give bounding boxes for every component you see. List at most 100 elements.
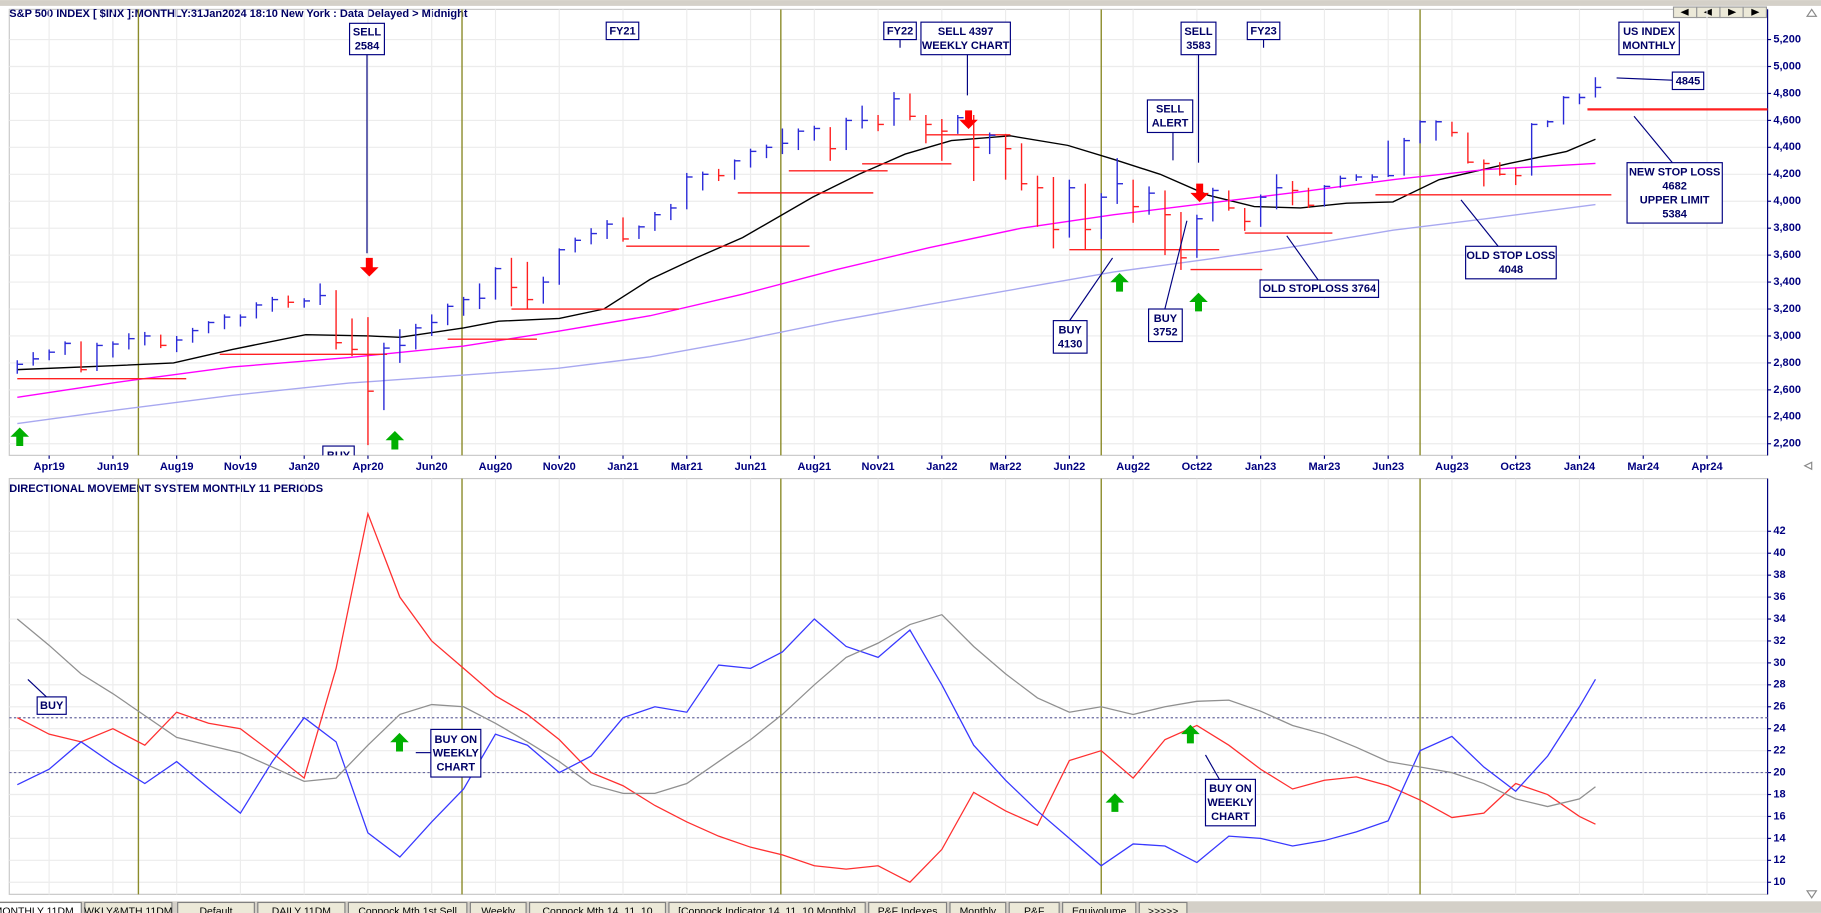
annotation-text: NEW STOP LOSS xyxy=(1629,166,1720,178)
scroll-up[interactable] xyxy=(1805,8,1818,17)
annotation-text: 4048 xyxy=(1499,264,1524,276)
x-tick-label: Jan23 xyxy=(1245,461,1276,473)
next-icon xyxy=(1728,8,1737,16)
annotation-text: 4130 xyxy=(1058,338,1083,350)
tab-label[interactable]: [Coppock Indicator 14, 11, 10 Monthly] xyxy=(678,907,856,913)
signal-arrow xyxy=(390,732,409,752)
annotation-box xyxy=(430,728,482,778)
tab[interactable] xyxy=(177,901,255,913)
y-tick-label: 3,800 xyxy=(1773,222,1801,234)
tab[interactable] xyxy=(668,901,866,913)
moving-average xyxy=(17,135,1596,371)
tab[interactable] xyxy=(469,901,527,913)
tab[interactable] xyxy=(949,901,1007,913)
annotation-text: US INDEX xyxy=(1623,26,1676,38)
annotation-box xyxy=(1618,21,1680,56)
x-tick-label: Jan24 xyxy=(1564,461,1596,473)
annotation-text: 3583 xyxy=(1186,40,1211,52)
tab-label[interactable]: WKLY&MTH 11DM xyxy=(84,907,172,913)
tab[interactable] xyxy=(1138,901,1188,913)
chart-title: S&P 500 INDEX [ $INX ]:MONTHLY:31Jan2024… xyxy=(9,8,468,20)
y-tick-label: 36 xyxy=(1773,591,1785,603)
x-tick-label: Oct23 xyxy=(1500,461,1531,473)
tab[interactable] xyxy=(868,901,948,913)
axes: 2,200 2,400 2,600 2,800 3,000 3,200 3,400 3,600… xyxy=(34,33,1801,888)
tab[interactable] xyxy=(1062,901,1137,913)
last-icon xyxy=(1751,8,1760,16)
annotation-pointer xyxy=(1460,199,1499,247)
y-tick-label: 22 xyxy=(1773,745,1785,757)
tab[interactable] xyxy=(84,901,173,913)
annotation-text: WEEKLY xyxy=(1207,797,1254,809)
tab[interactable] xyxy=(0,901,82,913)
x-tick-label: Mar23 xyxy=(1308,461,1340,473)
annotation-box xyxy=(920,21,1011,56)
scroll-right[interactable] xyxy=(1803,461,1813,471)
tab[interactable] xyxy=(257,901,346,913)
tab-label[interactable]: Coppock Mth 14, 11, 10 xyxy=(542,907,652,913)
scroll-down[interactable] xyxy=(1805,890,1818,899)
dms-line xyxy=(17,511,1596,884)
y-tick-label: 38 xyxy=(1773,569,1785,581)
y-tick-label: 32 xyxy=(1773,635,1785,647)
tab[interactable] xyxy=(528,901,667,913)
annotation-text: 3752 xyxy=(1153,327,1178,339)
tab-label[interactable]: >>>>> xyxy=(1148,907,1178,913)
x-tick-label: Jun21 xyxy=(735,461,767,473)
x-tick-label: Nov19 xyxy=(224,461,257,473)
x-tick-label: Aug21 xyxy=(797,461,831,473)
y-tick-label: 4,800 xyxy=(1773,87,1801,99)
annotation-box xyxy=(1146,99,1194,134)
tab-label[interactable]: Monthly xyxy=(960,907,997,913)
annotation-text: CHART xyxy=(437,762,476,774)
annotation-text: CHART xyxy=(1211,811,1250,823)
x-tick-label: Jan20 xyxy=(289,461,320,473)
tab-label[interactable]: Weekly xyxy=(481,907,516,913)
annotation-pointer xyxy=(1164,220,1188,310)
tab-label[interactable]: DAILY 11DM xyxy=(272,907,331,913)
x-tick-label: Nov20 xyxy=(543,461,576,473)
x-tick-label: Mar24 xyxy=(1627,461,1660,473)
scroll-markers xyxy=(1803,8,1818,899)
tab-label[interactable]: P&F Indexes xyxy=(878,907,938,913)
annotation-text: BUY ON xyxy=(435,734,478,746)
x-tick-label: Jun22 xyxy=(1053,461,1085,473)
prev-icon xyxy=(1703,8,1712,16)
annotation-box xyxy=(348,22,385,56)
annotation-box xyxy=(1180,21,1217,56)
tab-label[interactable]: MONTHLY 11DM xyxy=(0,907,74,913)
annotation-pointer xyxy=(1616,77,1673,81)
y-tick-label: 24 xyxy=(1773,723,1786,735)
y-tick-label: 30 xyxy=(1773,657,1785,669)
y-tick-label: 4,400 xyxy=(1773,141,1801,153)
annotation-box xyxy=(883,21,917,41)
signal-arrow xyxy=(1189,292,1208,312)
annotation-text: OLD STOP LOSS xyxy=(1466,250,1555,262)
signal-arrow xyxy=(1181,724,1200,744)
indicator-title: DIRECTIONAL MOVEMENT SYSTEM MONTHLY 11 P… xyxy=(9,483,323,495)
annotation-text: BUY xyxy=(40,700,64,712)
tab-label[interactable]: P&F xyxy=(1024,907,1044,913)
x-tick-label: Apr20 xyxy=(352,461,383,473)
y-tick-label: 28 xyxy=(1773,679,1785,691)
y-tick-label: 20 xyxy=(1773,766,1785,778)
x-tick-label: Apr19 xyxy=(34,461,65,473)
x-tick-label: Jun23 xyxy=(1372,461,1404,473)
tab-label[interactable]: Coppock Mth 1st Sell xyxy=(358,907,457,913)
tab[interactable] xyxy=(347,901,468,913)
annotation-text: BUY xyxy=(1154,313,1178,325)
dms-plot: BUY BUY ON WEEKLY CHART BUY ON WEEKLY CHART xyxy=(9,478,1769,895)
x-tick-label: Aug19 xyxy=(160,461,194,473)
annotation-box xyxy=(1147,308,1183,343)
annotation-pointer xyxy=(1204,754,1220,780)
x-tick-label: Aug23 xyxy=(1435,461,1469,473)
y-tick-label: 4,000 xyxy=(1773,195,1801,207)
annotation-pointer xyxy=(1633,115,1673,164)
tab-label[interactable]: Default xyxy=(199,907,232,913)
annotation-text: WEEKLY CHART xyxy=(922,40,1010,52)
y-tick-label: 2,200 xyxy=(1773,438,1801,450)
tab[interactable] xyxy=(1008,901,1060,913)
annotation-pointer xyxy=(27,679,47,698)
tab-label[interactable]: Equivolume xyxy=(1072,907,1127,913)
